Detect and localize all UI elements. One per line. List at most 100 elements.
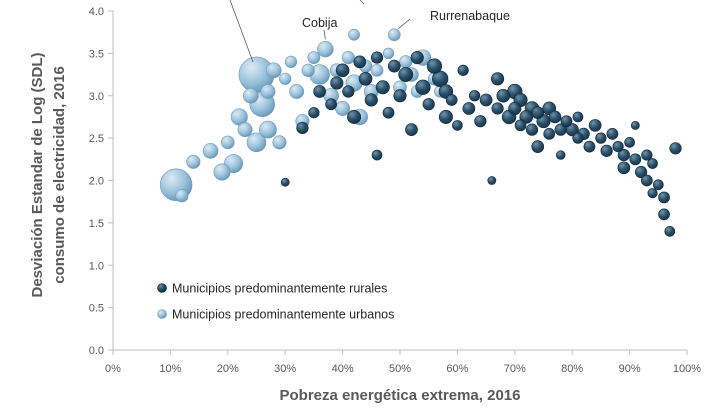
urban-bubble bbox=[202, 143, 219, 159]
rural-bubble bbox=[583, 140, 596, 153]
y-tick-label: 4.0 bbox=[89, 6, 104, 18]
rural-bubble bbox=[353, 55, 367, 69]
rural-bubble bbox=[370, 51, 384, 64]
y-tick-label: 3.5 bbox=[89, 48, 104, 60]
x-tick-label: 50% bbox=[389, 363, 411, 375]
x-tick-label: 40% bbox=[332, 363, 354, 375]
rural-bubble bbox=[554, 123, 567, 136]
rural-bubble bbox=[422, 98, 435, 111]
rurrenabaque-label: Rurrenabaque bbox=[430, 9, 510, 23]
y-tick-label: 2.0 bbox=[89, 176, 104, 188]
rural-bubble bbox=[445, 94, 458, 106]
cobija-leader-line bbox=[323, 29, 326, 40]
rural-bubble bbox=[658, 208, 670, 221]
rural-bubble bbox=[658, 191, 670, 204]
urban-bubble bbox=[279, 72, 292, 85]
rural-bubble bbox=[375, 80, 390, 95]
y-tick-label: 1.0 bbox=[89, 260, 104, 272]
x-tick-label: 100% bbox=[673, 363, 701, 375]
rural-bubble bbox=[393, 89, 407, 103]
rural-bubble bbox=[595, 132, 607, 144]
rural-bubble bbox=[382, 106, 395, 119]
urban-bubble bbox=[317, 40, 334, 58]
rural-bubble bbox=[640, 174, 653, 187]
x-tick-label: 70% bbox=[504, 363, 526, 375]
legend: Municipios predominantemente rurales Muni… bbox=[157, 282, 394, 322]
urban-bubble bbox=[301, 63, 315, 77]
legend-marker-rural bbox=[157, 283, 167, 293]
urban-bubble bbox=[307, 51, 321, 64]
y-axis-title-line1: Desviación Estandar de Log (SDL) bbox=[29, 52, 46, 297]
rural-bubble bbox=[634, 165, 648, 179]
rural-bubble bbox=[474, 115, 487, 128]
rural-bubble bbox=[560, 115, 573, 128]
rural-bubble bbox=[606, 128, 619, 140]
rural-bubble bbox=[641, 149, 653, 161]
rural-bubble bbox=[330, 76, 344, 90]
urban-bubble bbox=[213, 163, 231, 181]
urban-bubble bbox=[387, 28, 401, 42]
rural-bubble bbox=[438, 109, 453, 124]
rural-bubble bbox=[342, 85, 355, 98]
rural-bubble bbox=[371, 149, 383, 161]
x-axis-title: Pobreza energética extrema, 2016 bbox=[280, 387, 521, 404]
rural-bubble bbox=[280, 177, 290, 187]
urban-bubble bbox=[175, 189, 189, 203]
urban-bubble bbox=[289, 84, 305, 99]
rural-bubble bbox=[308, 107, 320, 119]
urban-bubble bbox=[399, 55, 413, 69]
rural-bubble bbox=[617, 161, 631, 175]
urban-bubble bbox=[272, 135, 287, 150]
urban-bubble bbox=[341, 51, 355, 65]
rural-bubble bbox=[469, 90, 481, 102]
x-tick-label: 60% bbox=[446, 363, 468, 375]
legend-label-urban: Municipios predominantemente urbanos bbox=[172, 308, 394, 322]
urban-bubble bbox=[237, 122, 253, 138]
rural-bubble bbox=[652, 179, 664, 191]
x-tick-label: 10% bbox=[159, 363, 181, 375]
rural-bubble bbox=[525, 123, 539, 136]
bubbles bbox=[159, 28, 682, 237]
urban-bubble bbox=[382, 47, 395, 59]
urban-bubble bbox=[259, 120, 277, 139]
rural-bubble bbox=[514, 119, 527, 132]
rural-bubble bbox=[669, 142, 682, 155]
rural-bubble bbox=[624, 137, 635, 148]
rural-bubble bbox=[629, 153, 642, 166]
urban-bubble bbox=[186, 154, 201, 169]
rural-bubble bbox=[457, 64, 469, 76]
rural-bubble bbox=[491, 102, 504, 115]
rural-bubble bbox=[405, 123, 418, 136]
x-tick-label: 90% bbox=[619, 363, 641, 375]
urban-bubble bbox=[284, 55, 298, 68]
leader-line bbox=[229, 0, 254, 63]
rural-bubble bbox=[600, 144, 613, 157]
rural-bubble bbox=[325, 98, 337, 111]
cobija-label: Cobija bbox=[302, 16, 337, 30]
rural-bubble bbox=[415, 79, 431, 95]
urban-bubble bbox=[221, 135, 235, 150]
y-axis-title-line2: consumo de electricidad, 2016 bbox=[51, 66, 68, 284]
x-tick-label: 20% bbox=[217, 363, 239, 375]
rural-bubble bbox=[531, 106, 545, 120]
x-tick-label: 30% bbox=[274, 363, 296, 375]
urban-bubble bbox=[246, 132, 267, 153]
urban-bubble bbox=[265, 62, 282, 79]
rural-bubble bbox=[548, 110, 562, 124]
rural-bubble bbox=[491, 72, 505, 86]
y-tick-label: 0.5 bbox=[89, 303, 104, 315]
legend-marker-urban bbox=[157, 309, 167, 319]
urban-bubble bbox=[348, 28, 360, 41]
rural-bubble bbox=[617, 148, 630, 162]
rural-bubble bbox=[612, 141, 624, 153]
rural-bubble bbox=[508, 101, 522, 116]
rural-bubble bbox=[572, 132, 584, 144]
y-tick-label: 1.5 bbox=[89, 218, 104, 230]
rural-bubble bbox=[479, 93, 493, 107]
urban-bubble bbox=[242, 87, 259, 104]
urban-bubble bbox=[260, 84, 276, 99]
rural-bubble bbox=[487, 176, 497, 185]
rural-bubble bbox=[531, 140, 545, 153]
rural-bubble bbox=[426, 58, 443, 74]
